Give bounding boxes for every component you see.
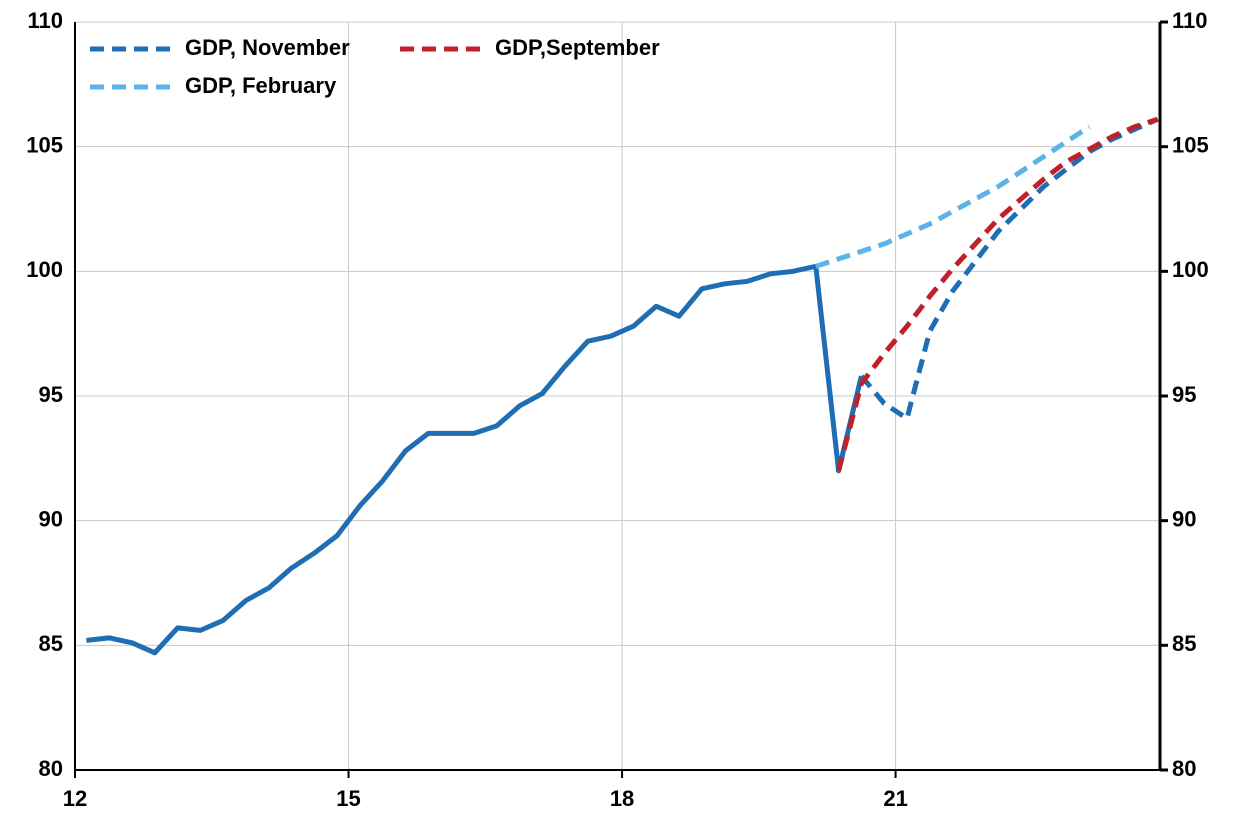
x-tick-label: 21 <box>883 786 907 811</box>
line-series <box>86 263 864 656</box>
y-tick-label: 90 <box>39 506 63 531</box>
y-tick-label: 80 <box>39 756 63 781</box>
x-tick-label: 12 <box>63 786 87 811</box>
line-series <box>859 116 1159 421</box>
legend-label: GDP, February <box>185 73 337 98</box>
y-tick-label: 110 <box>28 8 64 33</box>
y2-tick-label: 95 <box>1172 382 1196 407</box>
y2-tick-label: 90 <box>1172 506 1196 531</box>
line-series <box>815 124 1091 269</box>
y2-tick-label: 80 <box>1172 756 1196 781</box>
y-tick-label: 105 <box>26 132 63 157</box>
y2-tick-label: 110 <box>1172 8 1208 33</box>
y-tick-label: 95 <box>39 382 63 407</box>
legend-label: GDP, November <box>185 35 350 60</box>
y2-tick-label: 105 <box>1172 132 1209 157</box>
y-tick-label: 100 <box>26 257 63 282</box>
y2-tick-label: 100 <box>1172 257 1209 282</box>
y-tick-label: 85 <box>39 631 63 656</box>
y2-tick-label: 85 <box>1172 631 1196 656</box>
legend-label: GDP,September <box>495 35 660 60</box>
line-series <box>836 116 1159 472</box>
x-tick-label: 15 <box>336 786 360 811</box>
x-tick-label: 18 <box>610 786 634 811</box>
